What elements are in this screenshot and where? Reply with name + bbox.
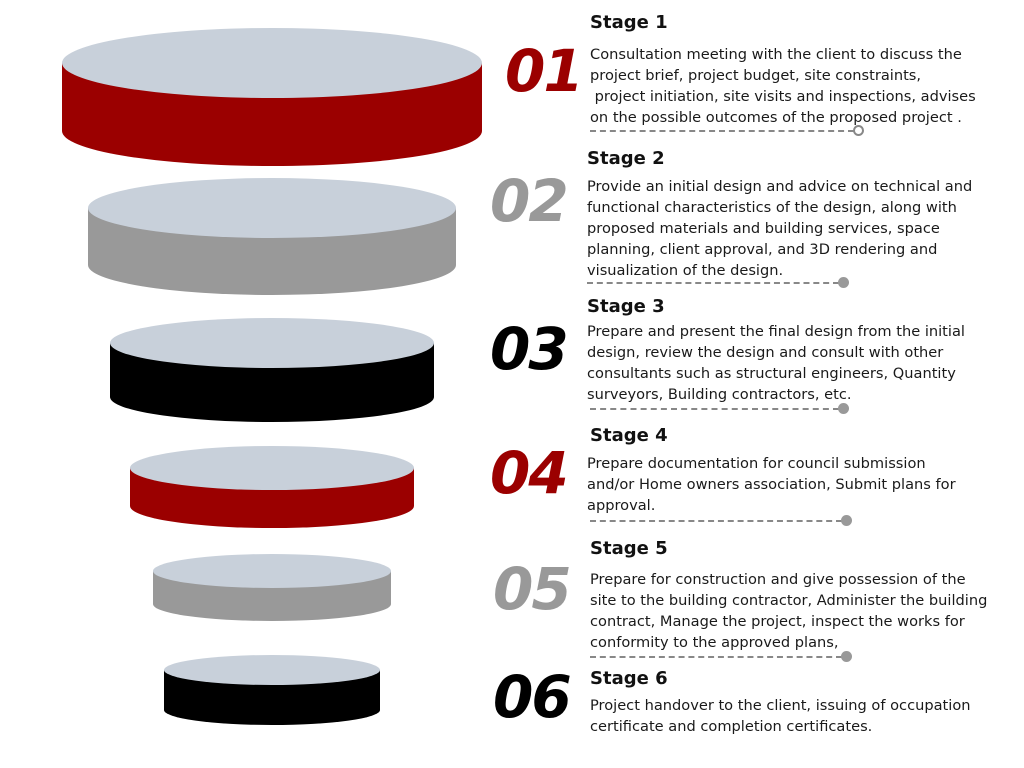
funnel-disc-4 <box>130 446 414 528</box>
stage-5-line: contract, Manage the project, inspect th… <box>590 613 965 630</box>
stage-6-title: Stage 6 <box>590 668 668 689</box>
dashed-line <box>590 656 842 658</box>
stage-1-number: 01 <box>505 37 584 105</box>
stage-3-number: 03 <box>490 315 569 383</box>
stage-5-line: Prepare for construction and give posses… <box>590 571 966 588</box>
connector-endpoint-dot <box>838 277 849 288</box>
connector-endpoint-dot <box>841 515 852 526</box>
dashed-line <box>590 408 839 410</box>
stage-5-description: Prepare for construction and give posses… <box>590 569 987 653</box>
stage-3-line: surveyors, Building contractors, etc. <box>587 386 852 403</box>
funnel-disc-6 <box>164 655 380 725</box>
stage-5-line: site to the building contractor, Adminis… <box>590 592 988 609</box>
dashed-line <box>587 282 839 284</box>
funnel-diagram <box>62 28 482 725</box>
stage-3-title: Stage 3 <box>587 296 665 317</box>
stage-1-line: project initiation, site visits and insp… <box>590 88 976 105</box>
stage-2-line: Provide an initial design and advice on … <box>587 178 973 195</box>
stage-1-connector <box>590 125 865 137</box>
funnel-disc-top <box>164 655 380 685</box>
stage-4-description: Prepare documentation for council submis… <box>587 453 956 516</box>
connector-endpoint-dot <box>841 651 852 662</box>
stage-1-line: on the possible outcomes of the proposed… <box>590 109 962 126</box>
stage-1-title: Stage 1 <box>590 12 668 33</box>
stage-5-number: 05 <box>493 555 572 623</box>
stage-5-line: conformity to the approved plans, <box>590 634 839 651</box>
stage-6-number: 06 <box>493 663 572 731</box>
stage-1-description: Consultation meeting with the client to … <box>590 44 976 128</box>
funnel-disc-top <box>153 554 391 588</box>
stage-3-line: Prepare and present the final design fro… <box>587 323 965 340</box>
stage-6-description: Project handover to the client, issuing … <box>590 695 971 737</box>
stage-3-line: consultants such as structural engineers… <box>587 365 956 382</box>
stage-4-line: and/or Home owners association, Submit p… <box>587 476 956 493</box>
stage-2-line: proposed materials and building services… <box>587 220 940 237</box>
stage-2-title: Stage 2 <box>587 148 665 169</box>
stage-2-number: 02 <box>490 167 569 235</box>
funnel-disc-3 <box>110 318 434 422</box>
funnel-disc-top <box>110 318 434 368</box>
stage-2-connector <box>587 277 850 289</box>
funnel-disc-top <box>130 446 414 490</box>
stage-2-line: functional characteristics of the design… <box>587 199 957 216</box>
stage-3-connector <box>590 403 850 415</box>
stage-2-line: visualization of the design. <box>587 262 784 279</box>
stage-2-line: planning, client approval, and 3D render… <box>587 241 938 258</box>
funnel-disc-top <box>62 28 482 98</box>
stage-4-number: 04 <box>490 439 569 507</box>
stage-5-connector <box>590 651 853 663</box>
stage-3-line: design, review the design and consult wi… <box>587 344 944 361</box>
funnel-disc-5 <box>153 554 391 621</box>
stage-1-line: project brief, project budget, site cons… <box>590 67 922 84</box>
stage-4-line: approval. <box>587 497 656 514</box>
stage-5-title: Stage 5 <box>590 538 668 559</box>
connector-endpoint-dot <box>853 125 864 136</box>
stage-4-line: Prepare documentation for council submis… <box>587 455 926 472</box>
dashed-line <box>590 130 854 132</box>
stage-4-title: Stage 4 <box>590 425 668 446</box>
funnel-disc-top <box>88 178 456 238</box>
stage-1-line: Consultation meeting with the client to … <box>590 46 962 63</box>
funnel-disc-2 <box>88 178 456 295</box>
stage-6-line: Project handover to the client, issuing … <box>590 697 971 714</box>
stage-3-description: Prepare and present the final design fro… <box>587 321 965 405</box>
funnel-disc-side <box>164 670 380 725</box>
connector-endpoint-dot <box>838 403 849 414</box>
funnel-disc-1 <box>62 28 482 166</box>
stage-2-description: Provide an initial design and advice on … <box>587 176 972 281</box>
stage-6-line: certificate and completion certificates. <box>590 718 873 735</box>
dashed-line <box>590 520 842 522</box>
stage-4-connector <box>590 515 853 527</box>
